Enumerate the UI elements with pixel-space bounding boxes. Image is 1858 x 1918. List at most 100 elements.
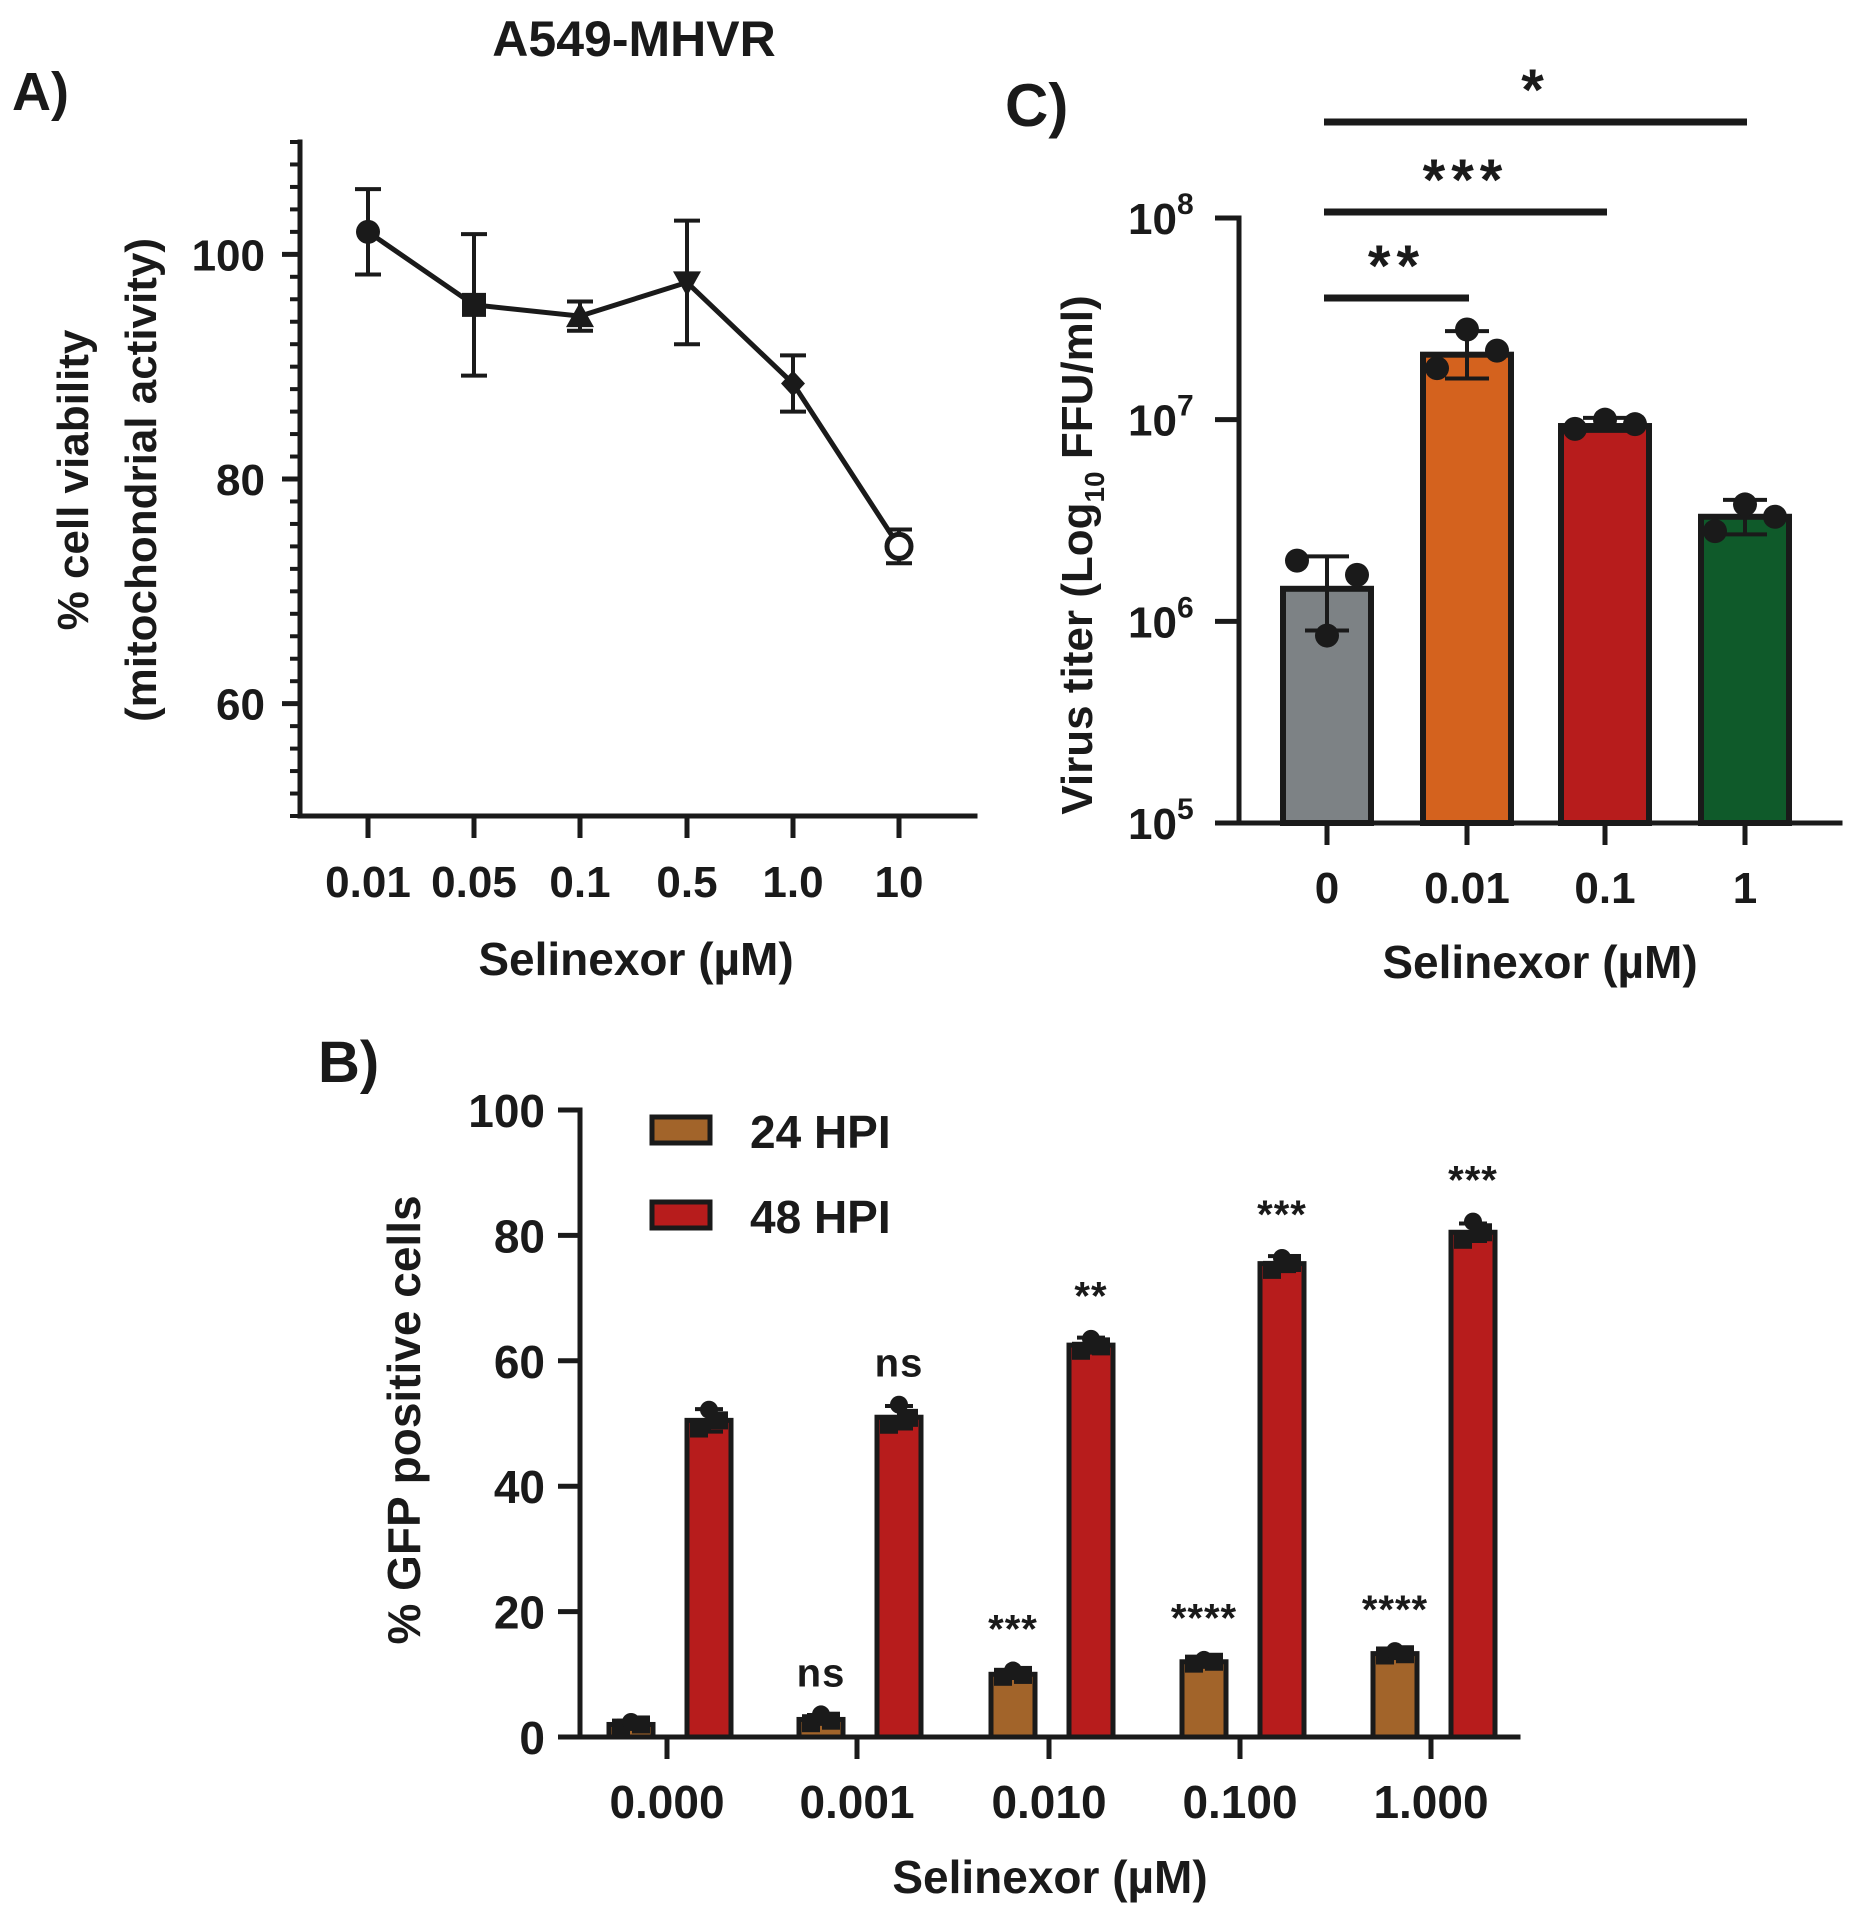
bar-0.01 <box>1420 351 1514 826</box>
data-point <box>1763 504 1787 529</box>
significance-label: ns <box>797 1651 846 1695</box>
data-point-0.01 <box>356 219 380 244</box>
data-point <box>1455 317 1479 342</box>
data-point <box>1315 623 1339 648</box>
significance-label: *** <box>1448 1159 1498 1203</box>
data-point <box>1474 1223 1492 1242</box>
data-point <box>1205 1652 1223 1671</box>
panel-a-ylabel-line2: (mitochondrial activity) <box>117 238 166 722</box>
data-point <box>1563 416 1587 441</box>
data-point <box>1283 1253 1301 1272</box>
x-tick-label: 0.5 <box>656 858 717 907</box>
data-point-1.0 <box>781 370 805 397</box>
bar-48 HPI-0.000 <box>684 1417 734 1740</box>
y-tick-label: 60 <box>494 1336 545 1388</box>
legend-label-24hpi: 24 HPI <box>750 1106 891 1158</box>
panel-c-ticks: 105 106 107 108 0 0.01 0.1 1 <box>1128 188 1757 913</box>
y-tick-label: 100 <box>192 231 265 280</box>
panel-a-ylabel: % cell viability <box>49 329 98 630</box>
y-tick-label: 108 <box>1128 188 1194 244</box>
significance-label: ** <box>1074 1275 1107 1319</box>
significance-label: **** <box>1171 1596 1237 1640</box>
y-tick-label: 100 <box>468 1085 545 1137</box>
panel-c-ylabel: Virus titer (Log10 FFU/ml) <box>1053 295 1110 814</box>
data-point <box>710 1411 728 1430</box>
x-tick-label: 0.01 <box>1424 864 1510 913</box>
data-point <box>1485 338 1509 363</box>
panel-b-ticks: 0 20 40 60 80 100 0.000 0.001 0.010 0.100 1.000 <box>468 1085 1488 1828</box>
data-point <box>1014 1665 1032 1684</box>
bar-0.1 <box>1558 423 1652 826</box>
x-tick-label: 1.0 <box>762 858 823 907</box>
data-point <box>1263 1260 1281 1279</box>
panel-b-legend: 24 HPI 48 HPI <box>649 1106 891 1243</box>
panel-c-significance: ****** <box>1324 58 1747 302</box>
x-tick-label: 0.010 <box>991 1776 1106 1828</box>
y-tick-label: 105 <box>1128 793 1194 849</box>
y-tick-label: 80 <box>494 1210 545 1262</box>
x-tick-label: 10 <box>875 858 924 907</box>
y-tick-label: 107 <box>1128 390 1194 446</box>
legend-swatch-24hpi <box>649 1114 713 1146</box>
data-point <box>900 1408 918 1427</box>
data-point <box>822 1711 840 1730</box>
panel-b: B) % GFP positive cells Selinexor (µM) 0… <box>318 1030 1521 1903</box>
bar-1 <box>1698 513 1792 826</box>
significance-label: ns <box>875 1342 924 1386</box>
significance-label-2: * <box>1521 58 1550 123</box>
data-point <box>880 1415 898 1434</box>
x-tick-label: 1.000 <box>1373 1776 1488 1828</box>
bar-48 HPI-1.000 <box>1448 1229 1498 1740</box>
panel-c-label: C) <box>1005 72 1068 139</box>
data-point <box>1623 412 1647 437</box>
data-point <box>1425 356 1449 381</box>
legend-label-48hpi: 48 HPI <box>750 1191 891 1243</box>
bar-24 HPI-0.100 <box>1179 1659 1229 1740</box>
data-point <box>632 1715 650 1734</box>
panel-b-xlabel: Selinexor (µM) <box>892 1851 1207 1903</box>
panel-a-label: A) <box>12 62 69 122</box>
data-point <box>1593 407 1617 432</box>
x-tick-label: 0.1 <box>549 858 610 907</box>
panel-b-plot: ns*** **** ****ns******** <box>606 1159 1498 1740</box>
significance-label: **** <box>1362 1588 1428 1632</box>
data-point <box>1396 1645 1414 1664</box>
data-point <box>1072 1341 1090 1360</box>
data-point <box>1733 492 1757 517</box>
series-line <box>366 229 902 548</box>
data-point <box>1092 1337 1110 1356</box>
data-point <box>690 1419 708 1438</box>
x-tick-label: 0.100 <box>1182 1776 1297 1828</box>
panel-a: A) A549-MHVR % cell viability (mitochond… <box>12 11 978 985</box>
y-tick-label: 80 <box>216 456 265 505</box>
y-tick-label: 106 <box>1128 591 1194 647</box>
data-point-0.5 <box>673 271 701 297</box>
data-point <box>1345 562 1369 587</box>
data-point-10 <box>884 531 914 561</box>
x-tick-label: 0.000 <box>609 1776 724 1828</box>
bar-48 HPI-0.010 <box>1066 1342 1116 1740</box>
panel-c-xlabel: Selinexor (µM) <box>1382 936 1697 988</box>
panel-a-title: A549-MHVR <box>492 11 775 67</box>
panel-a-xlabel: Selinexor (µM) <box>478 933 793 985</box>
x-tick-label: 0.1 <box>1574 864 1635 913</box>
y-tick-label: 60 <box>216 681 265 730</box>
data-point <box>1703 519 1727 544</box>
data-point-0.05 <box>462 292 486 317</box>
x-tick-label: 0.05 <box>431 858 517 907</box>
panel-a-plot <box>355 187 914 566</box>
panel-c-plot <box>1280 317 1792 826</box>
x-tick-label: 1 <box>1733 864 1757 913</box>
significance-label-1: *** <box>1423 148 1509 213</box>
bar-48 HPI-0.100 <box>1257 1261 1307 1740</box>
panel-c: C) Virus titer (Log10 FFU/ml) Selinexor … <box>1005 58 1843 988</box>
x-tick-label: 0.001 <box>799 1776 914 1828</box>
x-tick-label: 0.01 <box>325 858 411 907</box>
y-tick-label: 40 <box>494 1461 545 1513</box>
data-point <box>1454 1230 1472 1249</box>
significance-label: *** <box>1257 1193 1307 1237</box>
bar-24 HPI-1.000 <box>1370 1651 1420 1740</box>
data-point <box>1285 548 1309 573</box>
panel-a-ticks: 60 80 100 0.01 0.05 0.1 0.5 1.0 10 <box>192 140 924 907</box>
